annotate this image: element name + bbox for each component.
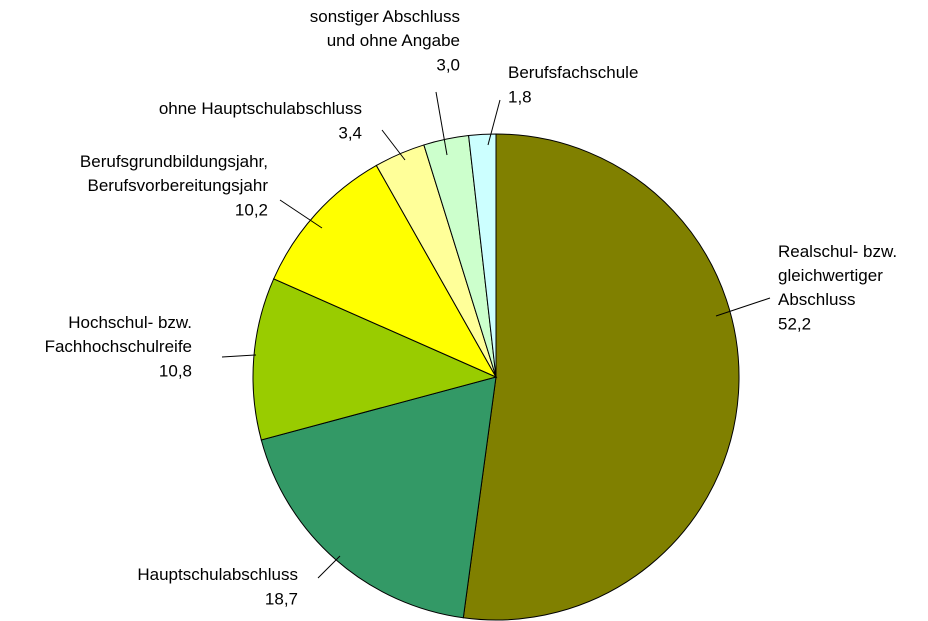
pie-slice (462, 133, 740, 621)
pie-slice (273, 164, 498, 379)
value-label: 3,4 (338, 123, 362, 142)
slice-label: Realschul- bzw. gleichwertiger Abschluss (778, 242, 897, 309)
label-line: Berufsgrundbildungsjahr, (80, 152, 268, 171)
label-line: Berufsvorbereitungsjahr (88, 176, 269, 195)
label-line: ohne Hauptschulabschluss (159, 99, 362, 118)
slice-label: Hochschul- bzw. Fachhochschulreife (45, 313, 192, 356)
label-line: gleichwertiger (778, 266, 883, 285)
value-label: 3,0 (436, 55, 460, 74)
leader-line (715, 297, 771, 317)
value-label: 52,2 (778, 314, 811, 333)
value-label: 18,7 (265, 589, 298, 608)
value-label: 1,8 (508, 87, 532, 106)
slice-label: Berufsfachschule (508, 63, 638, 82)
leader-line (279, 199, 323, 229)
value-label: 10,2 (235, 200, 268, 219)
leader-line (317, 555, 341, 579)
pie-slice (260, 376, 497, 619)
value-label: 10,8 (159, 361, 192, 380)
label-line: Abschluss (778, 290, 855, 309)
slice-label: ohne Hauptschulabschluss (159, 99, 362, 118)
slice-label: sonstiger Abschluss und ohne Angabe (310, 7, 460, 50)
pie-slice (468, 133, 497, 378)
label-line: Berufsfachschule (508, 63, 638, 82)
label-line: Hochschul- bzw. (68, 313, 192, 332)
leader-line (487, 99, 501, 146)
label-line: Realschul- bzw. (778, 242, 897, 261)
pie-slice (252, 278, 498, 441)
leader-line (221, 354, 257, 358)
slice-label: Berufsgrundbildungsjahr, Berufsvorbereitu… (80, 152, 268, 195)
label-line: Hauptschulabschluss (137, 565, 298, 584)
slice-label: Hauptschulabschluss (137, 565, 298, 584)
leader-line (381, 129, 406, 161)
label-line: Fachhochschulreife (45, 337, 192, 356)
label-line: und ohne Angabe (327, 31, 460, 50)
label-line: sonstiger Abschluss (310, 7, 460, 26)
leader-line (435, 91, 448, 156)
